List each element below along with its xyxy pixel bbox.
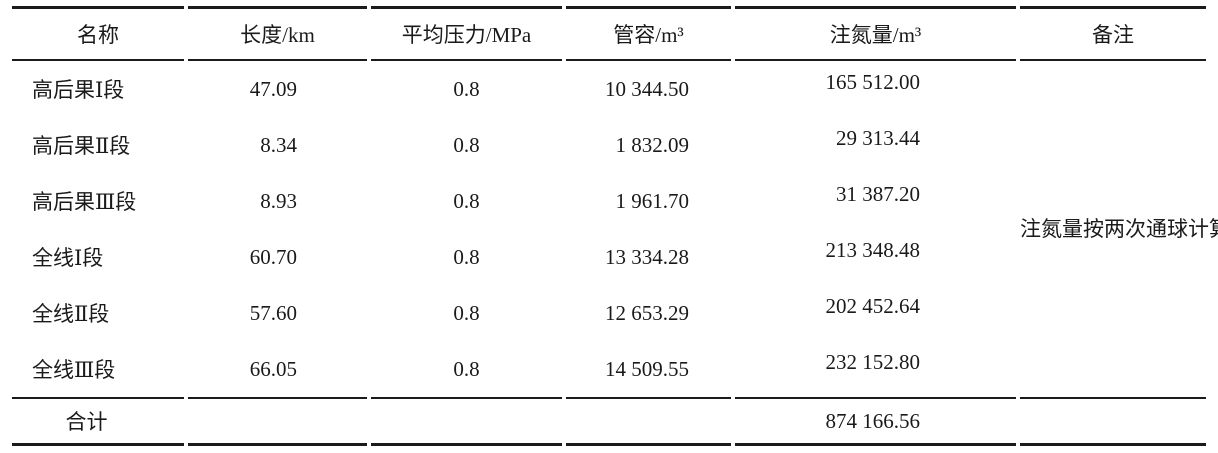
pressure-cell: 0.8	[453, 188, 480, 213]
nitrogen-value: 165 512.00	[825, 69, 921, 94]
pipe-volume-cell: 10 344.50	[605, 76, 689, 101]
segment-name-cell: 高后果Ⅲ段	[32, 190, 137, 214]
pipe-volume-cell: 13 334.28	[605, 244, 689, 269]
remark-cell: 注氮量按两次通球计算	[1020, 61, 1218, 397]
remark-text: 注氮量按两次通球计算	[1020, 216, 1218, 241]
col-header-avg-pressure: 平均压力/MPa	[371, 6, 562, 61]
col-header-length: 长度/km	[188, 6, 367, 61]
pressure-cell: 0.8	[453, 244, 480, 269]
empty-cell	[371, 397, 562, 446]
col-header-pipe-volume: 管容/m³	[566, 6, 731, 61]
segment-name-cell: 全线Ⅱ段	[32, 302, 110, 326]
empty-cell	[188, 397, 367, 446]
nitrogen-value: 202 452.64	[825, 293, 921, 318]
nitrogen-cell: 31 387.20	[735, 173, 1016, 229]
nitrogen-cell: 232 152.80	[735, 341, 1016, 397]
nitrogen-cell: 213 348.48	[735, 229, 1016, 285]
nitrogen-value: 29 313.44	[836, 125, 920, 150]
segment-name-cell: 全线Ⅰ段	[32, 246, 104, 270]
table-row: 全线Ⅰ段 60.70 0.8 13 334.28 213 348.48	[12, 229, 1206, 285]
pressure-cell: 0.8	[453, 356, 480, 381]
nitrogen-cell: 29 313.44	[735, 117, 1016, 173]
col-header-name: 名称	[12, 6, 184, 61]
header-row: 名称 长度/km 平均压力/MPa 管容/m³ 注氮量/m³ 备注	[12, 6, 1206, 61]
pressure-cell: 0.8	[453, 300, 480, 325]
empty-cell	[1020, 397, 1206, 446]
length-cell: 57.60	[249, 300, 297, 325]
total-nitrogen-cell: 874 166.56	[735, 397, 1016, 446]
length-cell: 47.09	[249, 76, 297, 101]
table-row: 高后果Ⅰ段 47.09 0.8 10 344.50 165 512.00 注氮量…	[12, 61, 1218, 241]
total-label-cell: 合计	[12, 397, 184, 446]
length-cell: 66.05	[249, 356, 297, 381]
nitrogen-cell: 165 512.00	[735, 61, 1016, 117]
empty-cell	[566, 397, 731, 446]
nitrogen-value: 232 152.80	[825, 349, 921, 374]
table-row: 全线Ⅱ段 57.60 0.8 12 653.29 202 452.64	[12, 285, 1206, 341]
table-row: 高后果Ⅱ段 8.34 0.8 1 832.09 29 313.44	[12, 117, 1206, 173]
pressure-cell: 0.8	[453, 132, 480, 157]
nitrogen-value: 213 348.48	[825, 237, 921, 262]
col-header-nitrogen: 注氮量/m³	[735, 6, 1016, 61]
table-row: 全线Ⅲ段 66.05 0.8 14 509.55 232 152.80	[12, 341, 1206, 397]
col-header-remark: 备注	[1020, 6, 1206, 61]
pipe-volume-cell: 14 509.55	[605, 356, 689, 381]
pipe-volume-cell: 12 653.29	[605, 300, 689, 325]
length-cell: 8.93	[260, 188, 297, 213]
length-cell: 8.34	[260, 132, 297, 157]
nitrogen-injection-table: 名称 长度/km 平均压力/MPa 管容/m³ 注氮量/m³ 备注 高后果Ⅰ段 …	[8, 6, 1218, 446]
total-row: 合计 874 166.56	[12, 397, 1206, 446]
segment-name-cell: 高后果Ⅱ段	[32, 134, 131, 158]
nitrogen-value: 31 387.20	[836, 181, 920, 206]
pressure-cell: 0.8	[453, 76, 480, 101]
pipe-volume-cell: 1 961.70	[615, 188, 690, 213]
nitrogen-cell: 202 452.64	[735, 285, 1016, 341]
segment-name-cell: 全线Ⅲ段	[32, 358, 116, 382]
segment-name-cell: 高后果Ⅰ段	[32, 78, 125, 102]
pipe-volume-cell: 1 832.09	[615, 132, 690, 157]
length-cell: 60.70	[249, 244, 297, 269]
table-row: 高后果Ⅲ段 8.93 0.8 1 961.70 31 387.20	[12, 173, 1206, 229]
